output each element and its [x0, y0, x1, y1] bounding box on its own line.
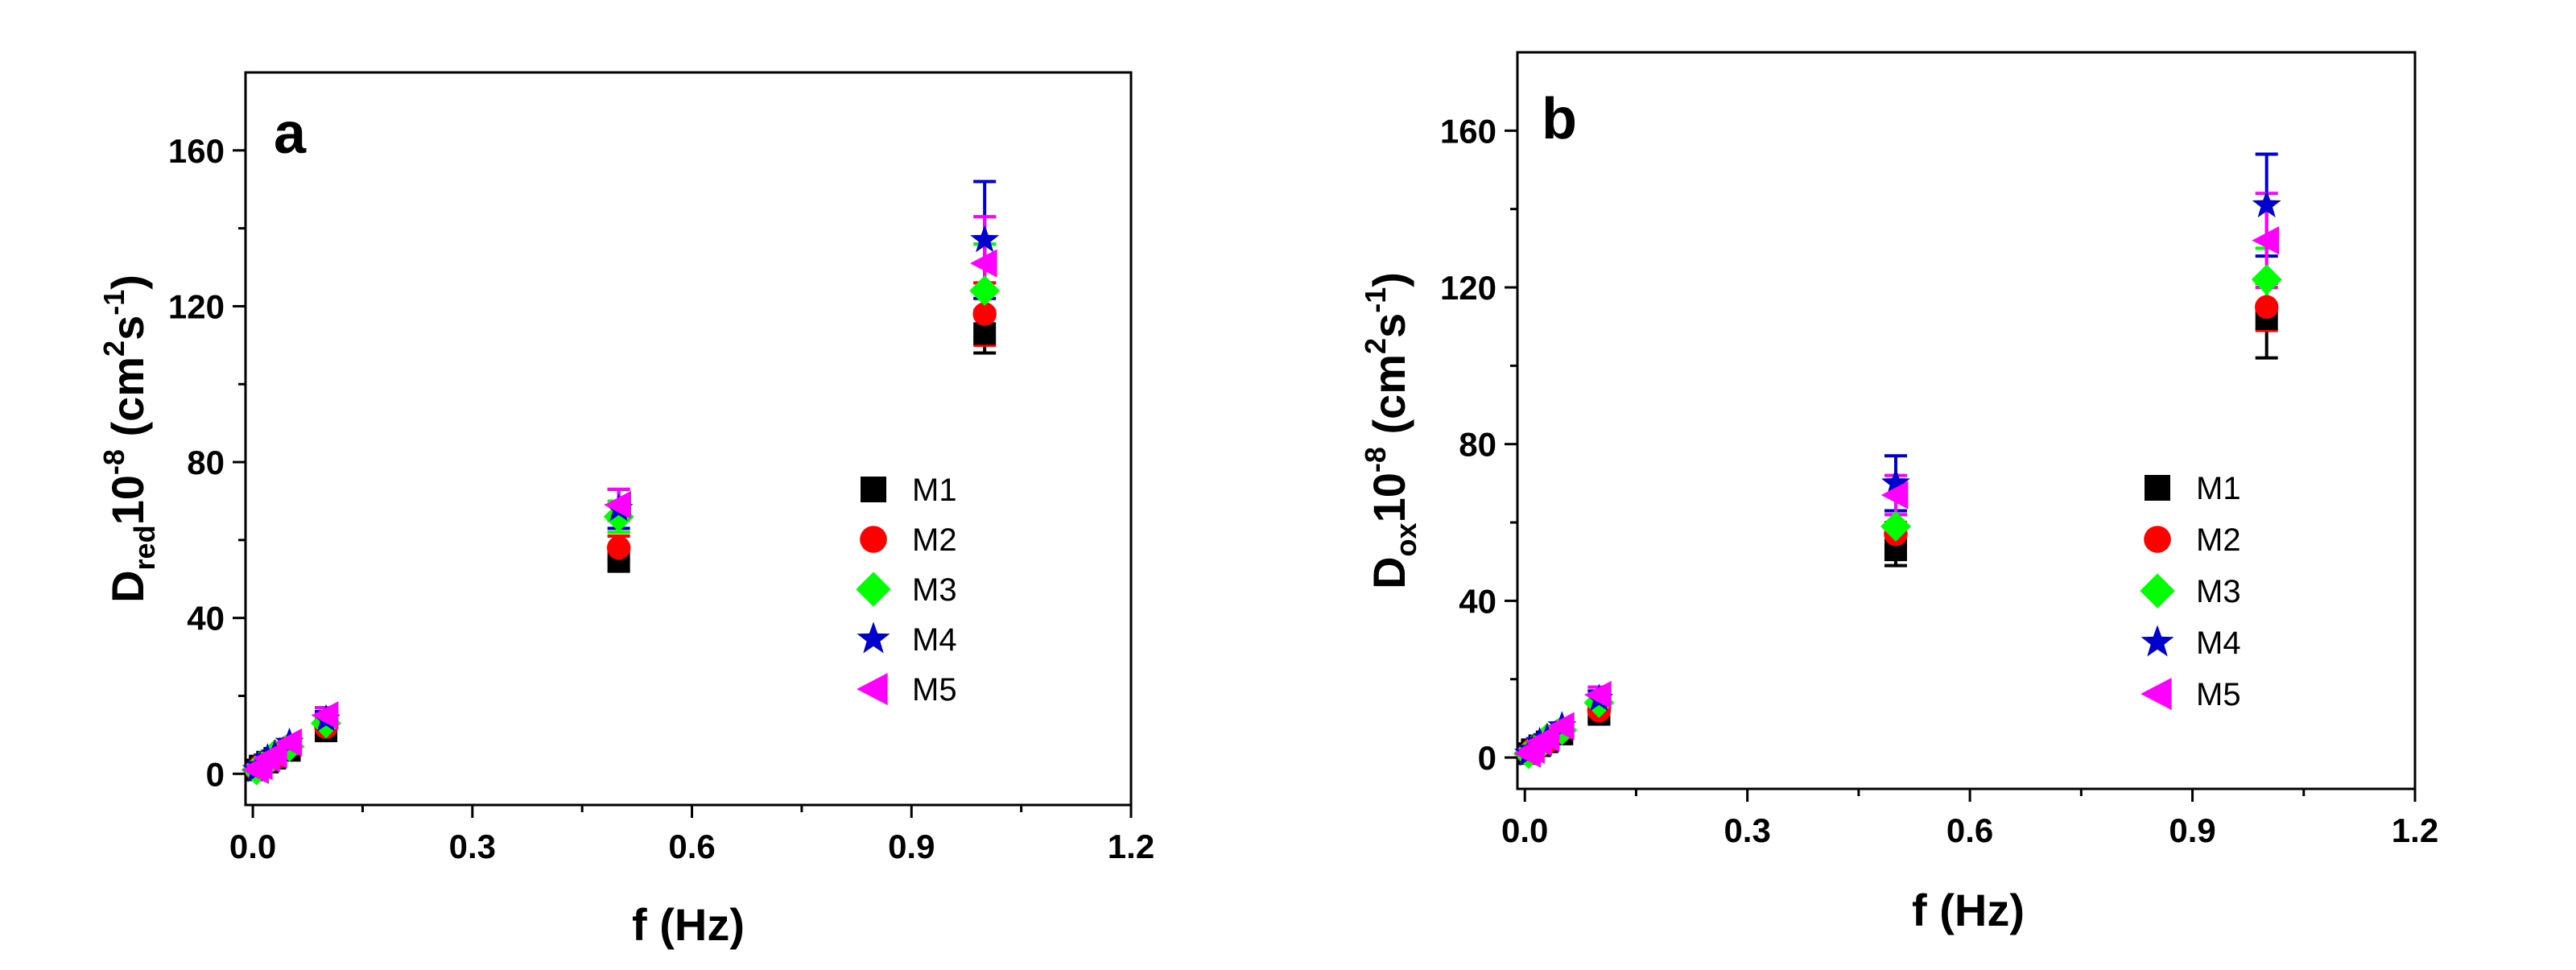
- data-point-m5: [1584, 680, 1612, 709]
- y-tick-label: 0: [206, 755, 225, 793]
- x-tick-label: 1.2: [2392, 811, 2438, 849]
- data-point-m4: [970, 225, 1000, 253]
- legend-label-m2: M2: [912, 522, 957, 558]
- data-point-m3: [1880, 511, 1911, 542]
- y-axis-title: Dox10-8 (cm2s-1): [1359, 272, 1422, 589]
- legend: M1 M2 M3 M4 M5: [856, 473, 957, 708]
- legend-label-m1: M1: [2196, 471, 2241, 506]
- panel-label: a: [274, 101, 307, 166]
- data-point-m1: [973, 322, 997, 345]
- plot-area-frame: [244, 71, 1133, 807]
- y-axis-title-close: ): [1364, 272, 1414, 287]
- legend-marker-m5: [2140, 678, 2172, 710]
- legend-label-m4: M4: [2196, 625, 2241, 661]
- data-point-m5: [1547, 712, 1575, 741]
- legend-marker-m4: [2140, 625, 2174, 657]
- data-point-m5: [311, 701, 339, 730]
- data-marks: [1513, 152, 2282, 770]
- y-axis-title-unit-exponent-2: -1: [97, 290, 130, 316]
- legend-marker-m4: [857, 621, 890, 654]
- x-axis-title: f (Hz): [1912, 885, 2025, 935]
- x-tick-label: 0.6: [1946, 811, 1993, 849]
- legend-marker-m1: [2145, 475, 2170, 501]
- x-axis-title: f (Hz): [632, 899, 745, 950]
- legend-marker-m5: [857, 673, 888, 705]
- data-point-m5: [275, 729, 302, 757]
- legend-label-m3: M3: [912, 572, 957, 608]
- panel-a: 0.0 0.3 0.6 0.9 1.2 0 40 80 120 160 a f (Hz) Dred…: [97, 71, 1154, 950]
- x-tick-label: 0.6: [668, 828, 715, 865]
- data-point-m2: [972, 302, 997, 326]
- x-tick-label: 0.9: [2169, 811, 2215, 849]
- y-axis-title-multiplier: 10: [102, 475, 153, 525]
- legend-label-m3: M3: [2196, 574, 2241, 609]
- y-axis-title-exponent: -8: [97, 449, 130, 475]
- legend-marker-m2: [860, 526, 887, 553]
- y-axis-title-units: (cm: [1364, 354, 1414, 447]
- y-axis-title-unit-exponent-1: 2: [97, 341, 130, 357]
- data-point-m5: [604, 490, 632, 519]
- legend-label-m5: M5: [912, 672, 957, 708]
- y-axis-title-base: D: [1364, 556, 1414, 588]
- y-tick-label: 160: [1440, 112, 1496, 150]
- data-point-m4: [1881, 468, 1910, 496]
- y-axis-title-units-2: s: [102, 316, 153, 341]
- data-point-m3: [969, 275, 1001, 306]
- data-point-m2: [606, 535, 631, 560]
- data-point-m5: [2252, 226, 2280, 255]
- y-tick-label: 160: [168, 132, 225, 170]
- data-point-m5: [1880, 481, 1909, 510]
- x-tick-label: 0.0: [1501, 811, 1548, 849]
- legend-marker-m3: [856, 572, 891, 607]
- data-point-m5: [1532, 724, 1560, 753]
- x-tick-label: 1.2: [1108, 828, 1154, 865]
- plot-area-frame: [1516, 51, 2417, 790]
- x-tick-label: 0.0: [229, 828, 276, 865]
- y-axis-title-units-2: s: [1364, 313, 1414, 338]
- legend-marker-m1: [861, 477, 886, 502]
- legend-marker-m2: [2144, 526, 2171, 553]
- legend: M1 M2 M3 M4 M5: [2140, 471, 2241, 712]
- y-tick-label: 40: [1459, 582, 1496, 620]
- data-point-m2: [2255, 295, 2279, 320]
- y-tick-label: 80: [187, 444, 225, 481]
- y-tick-label: 40: [187, 600, 225, 638]
- data-point-m5: [260, 740, 287, 769]
- y-axis-title-exponent: -8: [1359, 447, 1392, 473]
- legend-label-m4: M4: [912, 622, 957, 658]
- data-point-m3: [2251, 264, 2282, 295]
- y-axis-title: Dred10-8 (cm2s-1): [97, 274, 161, 603]
- axis-ticks: 0.0 0.3 0.6 0.9 1.2 0 40 80 120 160: [168, 132, 1154, 865]
- data-marks: [241, 180, 1001, 786]
- y-axis-title-close: ): [102, 274, 153, 290]
- axis-ticks: 0.0 0.3 0.6 0.9 1.2 0 40 80 120 160: [1440, 112, 2438, 849]
- y-axis-title-base: D: [102, 570, 153, 602]
- x-tick-label: 0.3: [1724, 811, 1770, 849]
- legend-label-m5: M5: [2196, 677, 2241, 712]
- legend-label-m2: M2: [2196, 522, 2241, 558]
- y-tick-label: 120: [1440, 269, 1496, 307]
- y-tick-label: 80: [1459, 426, 1496, 464]
- y-axis-title-subscript: red: [128, 525, 161, 570]
- legend-marker-m3: [2140, 573, 2175, 609]
- x-tick-label: 0.9: [888, 828, 935, 865]
- panel-b: 0.0 0.3 0.6 0.9 1.2 0 40 80 120 160 b f (Hz) Dox1…: [1359, 51, 2438, 935]
- panel-label: b: [1542, 87, 1577, 151]
- y-axis-title-subscript: ox: [1389, 522, 1422, 556]
- legend-label-m1: M1: [912, 473, 957, 508]
- y-axis-title-multiplier: 10: [1364, 473, 1414, 522]
- x-tick-label: 0.3: [449, 828, 496, 865]
- y-axis-title-units: (cm: [102, 357, 153, 449]
- data-point-m4: [2252, 189, 2281, 218]
- y-axis-title-unit-exponent-1: 2: [1359, 338, 1392, 354]
- y-axis-title-unit-exponent-2: -1: [1359, 287, 1392, 313]
- y-tick-label: 0: [1478, 739, 1496, 777]
- y-tick-label: 120: [168, 287, 225, 325]
- data-point-m5: [969, 249, 997, 278]
